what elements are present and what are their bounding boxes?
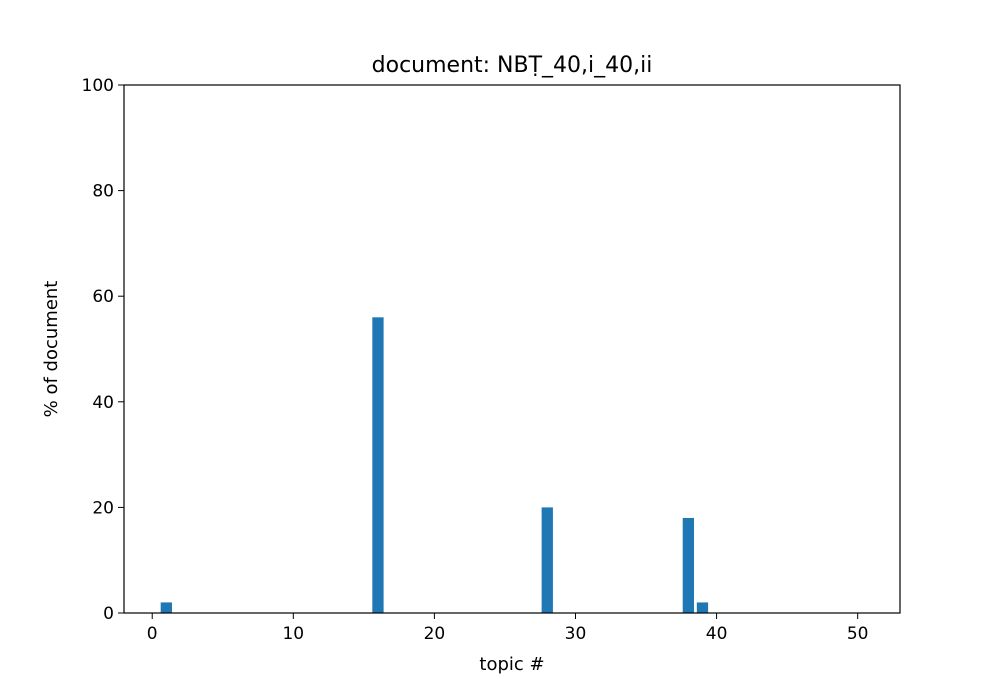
plot-frame bbox=[123, 84, 901, 614]
y-tick-label: 20 bbox=[92, 498, 114, 518]
y-tick-label: 0 bbox=[103, 604, 114, 624]
x-ticks-group: 0 10 20 30 40 50 bbox=[147, 613, 869, 644]
bar-topic-1 bbox=[160, 602, 172, 613]
y-tick-label: 40 bbox=[92, 393, 114, 413]
y-tick-label: 80 bbox=[92, 182, 114, 202]
bar-topic-39 bbox=[696, 602, 709, 613]
bar-topic-38 bbox=[682, 517, 695, 613]
x-axis-label: topic # bbox=[479, 654, 544, 675]
x-tick-label: 20 bbox=[424, 624, 446, 644]
y-tick-label: 100 bbox=[82, 76, 114, 96]
bars-group bbox=[160, 317, 709, 613]
y-ticks-group: 0 20 40 60 80 100 bbox=[82, 76, 124, 624]
x-tick-label: 40 bbox=[706, 624, 728, 644]
chart-title: document: NBṬ_40,i_40,ii bbox=[372, 53, 653, 78]
bar-topic-16 bbox=[372, 317, 384, 613]
y-tick-label: 60 bbox=[92, 287, 114, 307]
x-tick-label: 10 bbox=[282, 624, 304, 644]
x-tick-label: 50 bbox=[847, 624, 869, 644]
x-tick-label: 30 bbox=[565, 624, 587, 644]
x-tick-label: 0 bbox=[147, 624, 158, 644]
bar-topic-28 bbox=[541, 507, 553, 613]
y-axis-label: % of document bbox=[41, 281, 62, 418]
